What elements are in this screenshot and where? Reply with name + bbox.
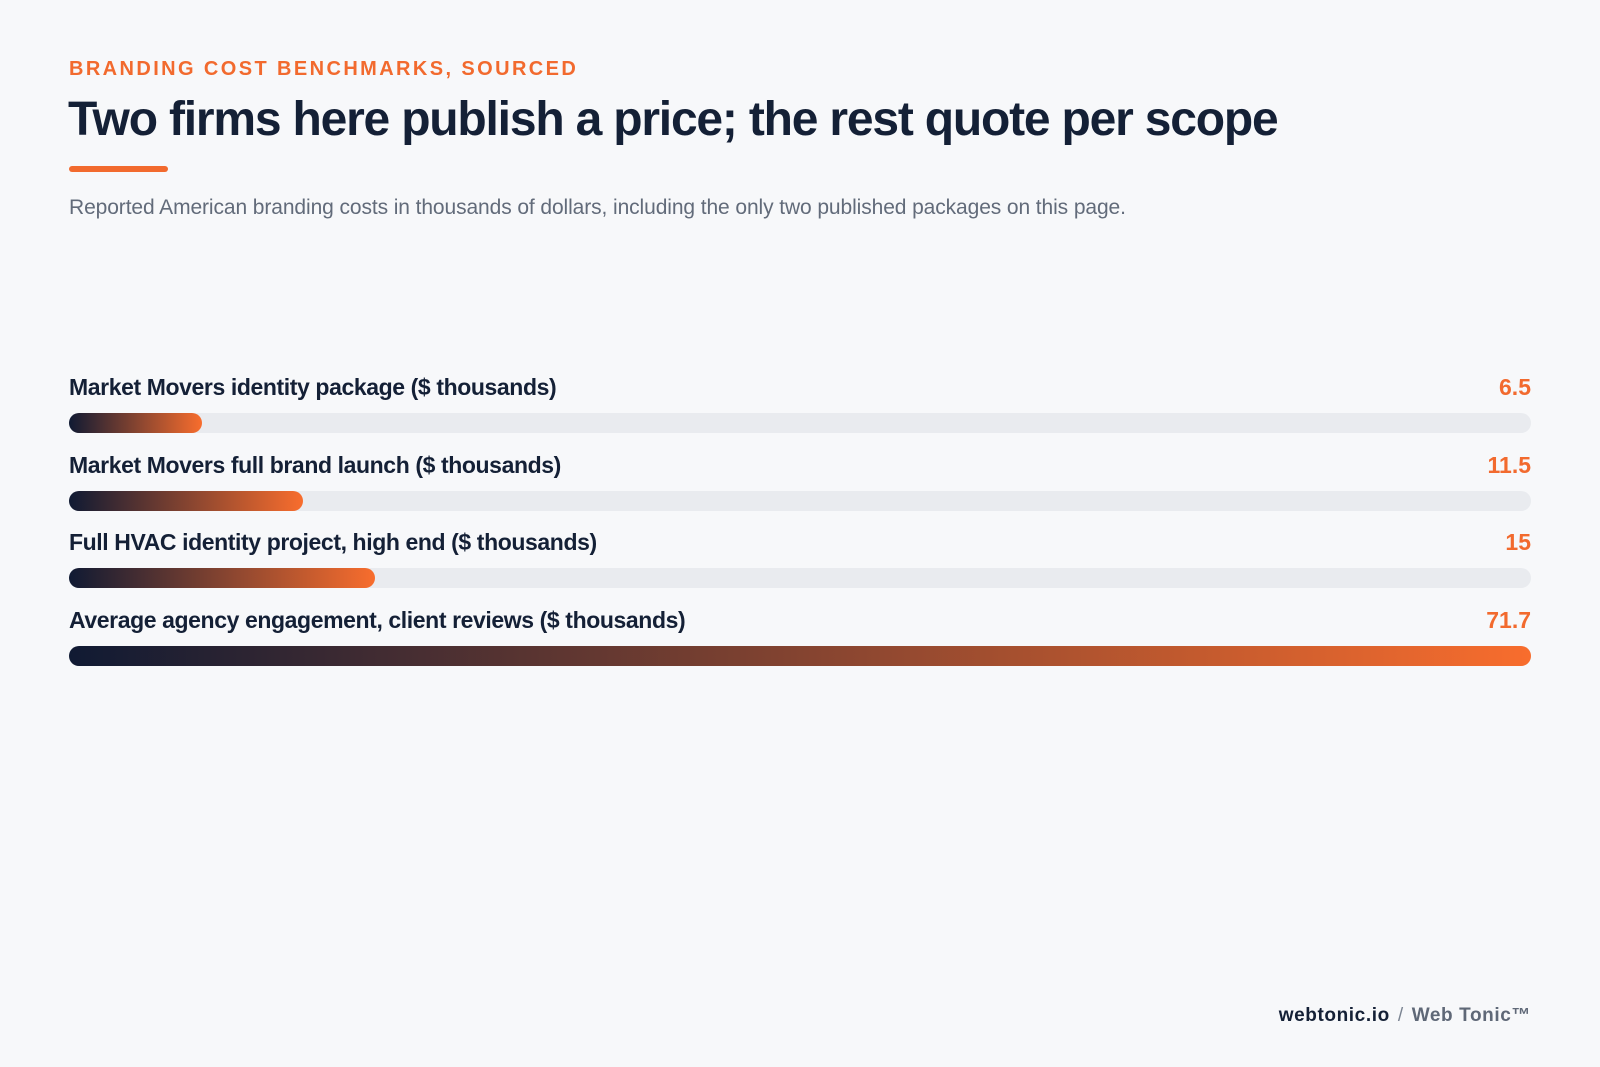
bar-chart: Market Movers identity package ($ thousa… <box>69 374 1531 684</box>
bar-value-label: 15 <box>1505 529 1531 555</box>
footer-brand: Web Tonic™ <box>1411 1005 1531 1026</box>
bar-fill <box>69 645 1531 666</box>
bar-value-label: 71.7 <box>1486 606 1531 633</box>
bar-fill <box>69 490 303 511</box>
title-accent-rule <box>69 166 168 172</box>
bar-fill <box>69 413 202 433</box>
bar-track <box>69 490 1531 511</box>
bar-label: Market Movers identity package ($ thousa… <box>69 374 557 400</box>
bar-label: Market Movers full brand launch ($ thous… <box>69 451 561 478</box>
bar-value-label: 6.5 <box>1499 374 1531 400</box>
footer-site: webtonic.io <box>1278 1005 1390 1026</box>
bar-track <box>69 413 1531 433</box>
bar-track <box>69 645 1531 666</box>
bar-fill <box>69 568 375 588</box>
bar-value-label: 11.5 <box>1487 451 1532 478</box>
bar-label: Average agency engagement, client review… <box>69 606 686 633</box>
bar-track <box>69 568 1531 588</box>
footer-credit: webtonic.io / Web Tonic™ <box>1279 1005 1531 1027</box>
footer-separator: / <box>1397 1005 1404 1026</box>
bar-row: Market Movers full brand launch ($ thous… <box>69 452 1531 530</box>
page-title: Two firms here publish a price; the rest… <box>68 93 1279 146</box>
bar-row: Market Movers identity package ($ thousa… <box>69 374 1531 452</box>
eyebrow-label: BRANDING COST BENCHMARKS, SOURCED <box>69 58 579 80</box>
page-subtitle: Reported American branding costs in thou… <box>69 196 1126 219</box>
bar-row: Full HVAC identity project, high end ($ … <box>69 529 1531 607</box>
bar-label: Full HVAC identity project, high end ($ … <box>69 529 597 555</box>
bar-row: Average agency engagement, client review… <box>69 607 1531 685</box>
